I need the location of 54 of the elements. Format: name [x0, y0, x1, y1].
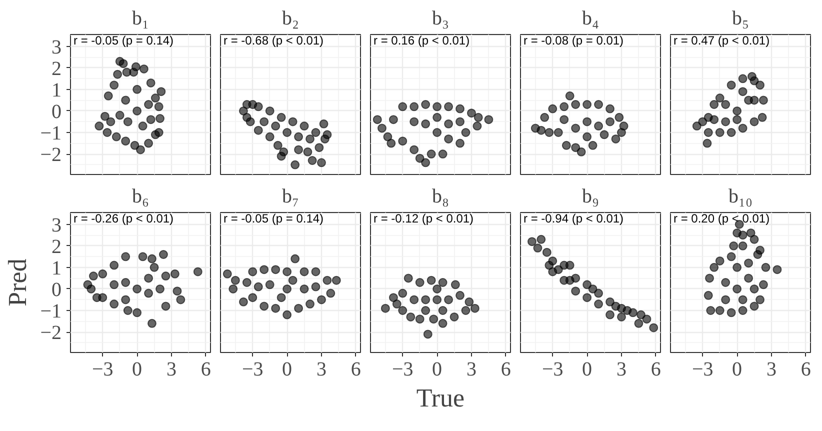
- y-tick-label: −2: [40, 322, 62, 344]
- x-tick-label: 0: [282, 358, 292, 380]
- y-tick-label: −2: [40, 144, 62, 166]
- x-tick-label: 3: [766, 358, 776, 380]
- x-tick-label: 3: [616, 358, 626, 380]
- x-tick-label: −3: [542, 358, 564, 380]
- y-tick-label: 2: [52, 236, 62, 258]
- x-tick-label: 3: [316, 358, 326, 380]
- y-axis-title: Pred: [3, 258, 32, 306]
- chart-title: b₆: [132, 186, 150, 208]
- chart-title: b₈: [432, 186, 450, 208]
- chart-title: b₁: [132, 8, 149, 30]
- y-tick-label: 3: [52, 214, 62, 236]
- y-tick-label: 1: [52, 79, 62, 102]
- annotation: r = -0.26 (p < 0.01): [74, 212, 174, 226]
- x-axis-title: True: [416, 384, 465, 412]
- x-tick-label: 6: [350, 358, 361, 380]
- annotation: r = -0.08 (p = 0.01): [524, 34, 624, 48]
- chart-title: b₃: [432, 8, 449, 30]
- x-tick-label: 0: [732, 358, 742, 380]
- chart-title: b₁₀: [728, 186, 752, 208]
- x-tick-label: −3: [392, 358, 414, 380]
- x-tick-label: −3: [92, 358, 114, 380]
- y-tick-label: 1: [52, 257, 62, 280]
- y-tick-label: 2: [52, 58, 62, 80]
- annotation: r = 0.16 (p < 0.01): [374, 34, 470, 48]
- x-tick-label: 6: [200, 358, 211, 380]
- annotation: r = -0.05 (p = 0.14): [224, 212, 324, 226]
- annotation: r = -0.94 (p < 0.01): [524, 212, 624, 226]
- annotation: r = -0.12 (p < 0.01): [374, 212, 474, 226]
- annotation: r = 0.20 (p < 0.01): [674, 212, 770, 226]
- y-tick-label: 3: [52, 36, 62, 58]
- y-tick-label: 0: [52, 100, 62, 123]
- chart-title: b₂: [282, 8, 299, 30]
- annotation: r = -0.05 (p = 0.14): [74, 34, 174, 48]
- annotation: r = -0.68 (p < 0.01): [224, 34, 324, 48]
- chart-title: b₅: [732, 8, 749, 30]
- x-tick-label: 0: [132, 358, 142, 380]
- chart-title: b₉: [582, 186, 600, 208]
- x-tick-label: −3: [692, 358, 714, 380]
- x-tick-label: 0: [432, 358, 442, 380]
- y-tick-label: −1: [40, 122, 62, 144]
- chart-title: b₇: [282, 186, 299, 208]
- y-tick-label: 0: [52, 278, 62, 301]
- chart-title: b₄: [582, 8, 600, 30]
- x-tick-label: 6: [800, 358, 811, 380]
- x-tick-label: 0: [582, 358, 592, 380]
- x-tick-label: −3: [242, 358, 264, 380]
- x-tick-label: 3: [466, 358, 476, 380]
- x-tick-label: 6: [500, 358, 511, 380]
- x-tick-label: 6: [650, 358, 661, 380]
- y-tick-label: −1: [40, 300, 62, 322]
- annotation: r = 0.47 (p < 0.01): [674, 34, 770, 48]
- x-tick-label: 3: [166, 358, 176, 380]
